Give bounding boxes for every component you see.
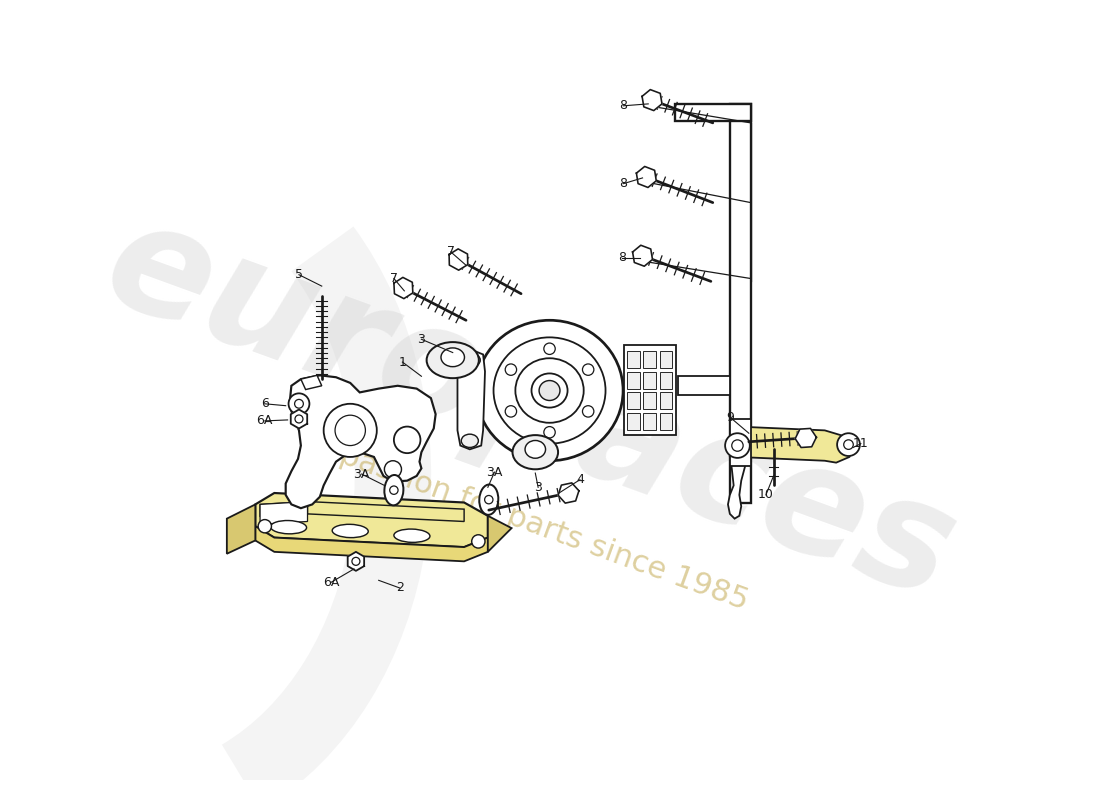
Polygon shape [255,526,487,562]
Polygon shape [255,493,487,547]
Ellipse shape [531,374,568,407]
Polygon shape [301,375,322,390]
Polygon shape [642,90,662,110]
Circle shape [583,364,594,375]
Bar [644,393,656,410]
Text: 2: 2 [396,582,404,594]
Polygon shape [227,504,255,554]
Polygon shape [487,516,512,552]
Bar [730,104,750,502]
Ellipse shape [427,342,478,378]
Bar [627,350,640,368]
Ellipse shape [539,381,560,401]
Text: europaces: europaces [87,187,975,632]
Text: a passion for parts since 1985: a passion for parts since 1985 [309,431,752,616]
Circle shape [837,434,860,456]
Circle shape [323,404,377,457]
Ellipse shape [525,441,546,458]
Polygon shape [260,502,308,517]
Text: 8: 8 [618,251,626,264]
Text: 8: 8 [619,99,628,112]
Text: 8: 8 [619,177,628,190]
Ellipse shape [271,521,307,534]
Ellipse shape [394,529,430,542]
Circle shape [543,426,556,438]
Bar [627,371,640,389]
Polygon shape [308,502,464,522]
Text: 6A: 6A [256,414,273,427]
Text: 9: 9 [726,410,734,423]
Circle shape [394,426,420,453]
Ellipse shape [516,358,584,422]
Circle shape [543,343,556,354]
Text: 7: 7 [447,246,454,258]
Ellipse shape [513,435,558,470]
Text: 5: 5 [295,268,302,282]
Bar [627,393,640,410]
Text: 3A: 3A [486,466,503,478]
Text: 11: 11 [852,437,869,450]
Circle shape [258,519,272,533]
Ellipse shape [480,485,498,515]
Polygon shape [730,419,750,466]
Text: 1: 1 [398,355,406,369]
Ellipse shape [384,475,404,506]
Circle shape [472,534,485,548]
Text: 10: 10 [758,489,774,502]
Bar [627,414,640,430]
Circle shape [295,415,302,423]
Text: 3A: 3A [353,467,370,481]
Ellipse shape [332,524,368,538]
Text: 3: 3 [535,481,542,494]
Bar [644,350,656,368]
Circle shape [352,558,360,566]
Circle shape [384,461,402,478]
Polygon shape [458,350,485,450]
Bar [660,371,672,389]
Circle shape [485,495,493,504]
Ellipse shape [441,348,464,366]
Text: 7: 7 [389,272,398,285]
Circle shape [505,406,517,417]
Circle shape [844,440,854,450]
Circle shape [295,399,304,408]
Circle shape [505,364,517,375]
Polygon shape [449,249,468,270]
Bar [644,371,656,389]
Polygon shape [795,429,816,447]
Polygon shape [558,483,579,503]
Circle shape [389,486,398,494]
Polygon shape [290,410,307,429]
Circle shape [725,434,750,458]
Ellipse shape [463,354,481,366]
Circle shape [732,440,744,451]
Polygon shape [260,502,308,524]
Ellipse shape [494,338,605,444]
Bar [660,350,672,368]
Ellipse shape [461,434,478,447]
Polygon shape [637,166,657,187]
Polygon shape [394,278,412,298]
Text: 3: 3 [418,333,426,346]
Bar [660,393,672,410]
Polygon shape [632,246,652,266]
Bar [624,345,675,435]
Bar [674,104,750,121]
Circle shape [583,406,594,417]
Bar [644,414,656,430]
Text: 6A: 6A [323,576,340,589]
Text: 6: 6 [261,398,268,410]
Polygon shape [348,552,364,571]
Polygon shape [286,375,436,508]
Polygon shape [678,376,730,395]
Text: 4: 4 [576,474,584,486]
Polygon shape [728,457,745,518]
Polygon shape [732,426,854,462]
Circle shape [288,394,309,414]
Circle shape [336,415,365,446]
Bar [660,414,672,430]
Ellipse shape [476,320,623,461]
